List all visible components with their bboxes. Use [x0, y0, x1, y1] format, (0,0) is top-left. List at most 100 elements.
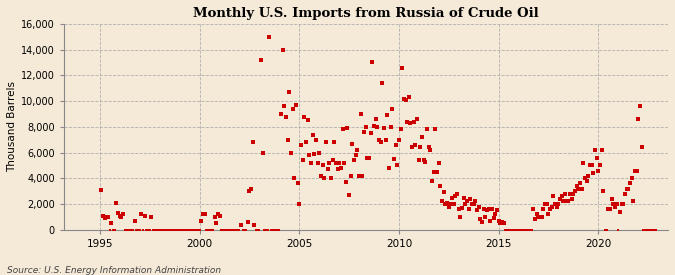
Point [174, 228, 185, 232]
Point [528, 207, 539, 211]
Point [239, 228, 250, 232]
Point [98, 213, 109, 218]
Point [495, 221, 506, 226]
Point [445, 202, 456, 206]
Point [400, 98, 411, 102]
Point [310, 138, 321, 142]
Point [603, 207, 614, 211]
Point [508, 228, 519, 232]
Point [308, 152, 319, 156]
Point [524, 228, 535, 232]
Point [639, 228, 650, 232]
Point [248, 140, 259, 144]
Point [483, 207, 494, 211]
Point [441, 200, 452, 205]
Point [394, 138, 404, 142]
Point [497, 220, 508, 224]
Point [322, 167, 333, 172]
Point [493, 219, 504, 223]
Point [387, 107, 398, 111]
Point [595, 163, 605, 168]
Point [571, 184, 582, 188]
Point [513, 228, 524, 232]
Point [149, 228, 160, 232]
Point [188, 228, 198, 232]
Point [194, 228, 205, 232]
Point [530, 217, 541, 222]
Point [246, 186, 256, 191]
Point [629, 168, 640, 173]
Point [634, 104, 645, 108]
Point [103, 215, 113, 219]
Point [181, 228, 192, 232]
Point [354, 174, 364, 178]
Point [265, 228, 276, 232]
Point [119, 228, 130, 232]
Point [121, 228, 132, 232]
Point [463, 207, 474, 211]
Point [281, 114, 292, 119]
Point [606, 197, 617, 201]
Point [297, 158, 308, 163]
Point [142, 228, 153, 232]
Point [382, 113, 393, 117]
Point [587, 163, 597, 168]
Point [623, 186, 634, 191]
Point [267, 228, 278, 232]
Point [186, 228, 196, 232]
Point [402, 119, 412, 124]
Point [200, 228, 211, 232]
Point [539, 202, 550, 206]
Point [123, 228, 134, 232]
Point [202, 228, 213, 232]
Point [410, 143, 421, 147]
Point [207, 228, 218, 232]
Point [405, 121, 416, 125]
Point [578, 161, 589, 165]
Point [130, 219, 140, 223]
Point [365, 131, 376, 136]
Point [473, 204, 484, 209]
Point [313, 161, 323, 165]
Point [443, 204, 454, 209]
Point [204, 228, 215, 232]
Point [128, 228, 138, 232]
Point [304, 153, 315, 157]
Point [491, 208, 502, 213]
Point [296, 143, 306, 147]
Point [282, 138, 293, 142]
Point [261, 228, 271, 232]
Point [515, 228, 526, 232]
Point [317, 163, 328, 168]
Point [581, 179, 592, 183]
Point [390, 143, 401, 147]
Point [101, 215, 112, 219]
Point [512, 228, 522, 232]
Point [591, 156, 602, 160]
Point [488, 216, 499, 220]
Point [558, 199, 569, 204]
Point [631, 168, 642, 173]
Point [636, 145, 647, 150]
Point [432, 170, 443, 174]
Point [330, 161, 341, 165]
Point [455, 215, 466, 219]
Point [141, 228, 152, 232]
Point [99, 216, 110, 220]
Point [646, 228, 657, 232]
Point [562, 199, 572, 204]
Point [566, 197, 577, 201]
Point [231, 228, 242, 232]
Point [223, 228, 234, 232]
Point [159, 228, 170, 232]
Point [389, 157, 400, 161]
Point [583, 174, 594, 178]
Point [264, 35, 275, 39]
Point [556, 194, 567, 199]
Point [632, 117, 643, 121]
Point [340, 180, 351, 184]
Point [286, 150, 296, 155]
Point [614, 210, 625, 214]
Point [232, 228, 243, 232]
Point [407, 145, 418, 150]
